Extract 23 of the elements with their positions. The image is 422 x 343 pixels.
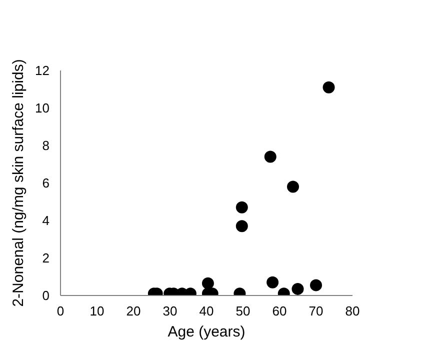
- x-tick-label: 20: [126, 304, 141, 318]
- x-tick-label: 10: [90, 304, 104, 318]
- x-tick-label: 70: [308, 304, 324, 318]
- y-tick-label: 8: [42, 138, 50, 153]
- x-tick-label: 50: [236, 304, 250, 318]
- point: [236, 220, 248, 232]
- x-tick-label: 40: [199, 304, 214, 318]
- y-tick-label: 10: [35, 100, 50, 116]
- x-axis-title: Age (years): [168, 324, 246, 340]
- y-tick-label: 4: [42, 213, 50, 228]
- y-tick-label: 6: [42, 176, 50, 190]
- y-axis-title: 2-Nonenal (ng/mg skin surface lipids): [10, 59, 28, 307]
- x-tick-label: 60: [272, 304, 287, 318]
- y-tick-label: 2: [42, 250, 50, 266]
- point: [322, 81, 335, 94]
- point: [264, 150, 276, 163]
- y-tick-label: 12: [35, 63, 50, 78]
- x-tick-label: 0: [56, 304, 64, 318]
- x-tick-label: 80: [345, 304, 360, 318]
- y-tick-label: 0: [42, 288, 50, 303]
- point: [287, 180, 300, 193]
- point: [236, 201, 248, 214]
- x-tick-label: 30: [162, 304, 178, 318]
